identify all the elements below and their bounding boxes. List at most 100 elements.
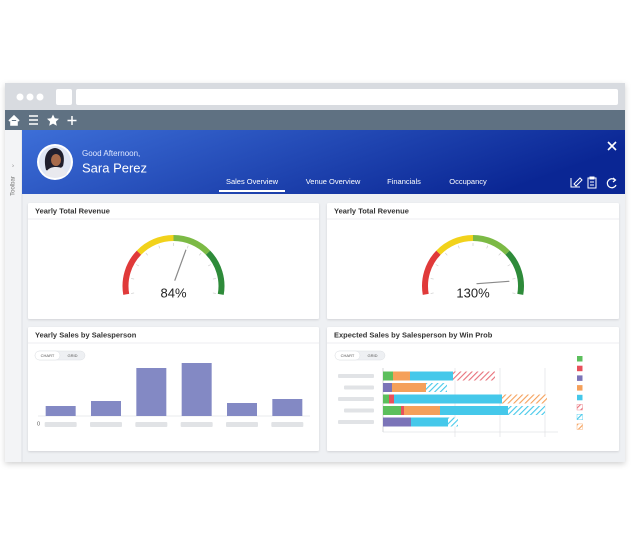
gauge-tick [435,264,439,267]
label-placeholder [338,374,374,378]
gauge-tick [198,252,202,256]
bar [272,399,303,416]
label-placeholder [344,385,374,390]
gauge-tick [512,278,516,280]
legend-swatch[interactable] [577,356,583,362]
bar [181,363,212,416]
gauge-tick [486,245,488,249]
avatar-face [51,154,61,166]
user-name: Sara Perez [82,160,147,175]
nav-tab[interactable]: Venue Overview [306,177,361,186]
app-toolbar [5,110,625,130]
nav-tab[interactable]: Financials [387,177,421,186]
gauge-arc [122,250,142,295]
gauge-value: 130% [456,285,490,300]
window-dot [36,93,44,101]
gauge-arc [205,250,225,295]
bar-segment [502,394,547,404]
menu-icon[interactable] [29,115,38,125]
bar-segment [448,417,458,427]
gauge-tick [430,278,434,280]
gauge-arc [136,235,174,255]
gauge-arc [422,250,441,295]
bar [136,368,167,416]
legend-swatch[interactable] [577,365,583,372]
legend-swatch[interactable] [577,394,583,401]
avatar-body [45,167,67,178]
gauge-tick [512,292,516,294]
bar-segment [394,394,502,404]
bar [91,401,121,416]
bar-segment [383,383,392,392]
tab-button[interactable] [56,89,72,105]
bar-segment [411,417,448,427]
label-placeholder [180,422,213,427]
bar-segment [453,371,495,381]
label-placeholder [226,422,258,427]
gauge-tick [507,264,511,267]
bar-segment [383,394,389,404]
bar-segment [393,371,410,381]
gauge-needle [476,280,510,285]
nav-tab[interactable]: Occupancy [449,177,487,186]
close-icon[interactable] [607,141,617,151]
gauge-arc [505,250,524,295]
gauge-tick [212,278,216,280]
bar-segment [383,406,401,415]
bar-segment [389,394,394,404]
toggle-option[interactable]: GRID [68,353,78,358]
edit-icon[interactable] [570,177,583,188]
active-tab-underline [219,190,285,192]
card [327,203,619,319]
star-icon[interactable] [47,114,59,126]
bar-segment [392,383,426,392]
y-tick-label: 0 [37,421,40,427]
label-placeholder [344,408,374,413]
sidebar-label[interactable]: Toolbar [11,176,17,196]
add-icon[interactable] [67,116,77,125]
sidebar [5,130,22,462]
gauge-needle [174,249,187,281]
toggle-option[interactable]: CHART [341,353,355,358]
label-placeholder [90,422,122,427]
bar-segment [508,406,545,415]
header [22,130,625,194]
bar [227,403,257,416]
toggle-active [334,350,361,361]
clipboard-icon[interactable] [587,176,597,189]
gauge-tick [186,245,189,249]
home-icon[interactable] [8,114,20,126]
toggle-option[interactable]: GRID [368,353,378,358]
gauge-arc [436,235,474,255]
window-dot [26,93,34,101]
bar [45,406,76,416]
card [28,327,319,451]
label-placeholder [44,422,77,427]
gauge-tick [498,252,501,256]
legend-swatch[interactable] [577,385,583,391]
bar-segment [440,406,508,415]
gauge-arc [173,235,211,255]
gauge-value: 84% [160,285,186,300]
legend-swatch[interactable] [576,414,583,420]
bar-segment [401,406,404,415]
greeting: Good Afternoon, [82,149,140,158]
legend-swatch[interactable] [576,404,583,411]
gauge-tick [136,264,140,267]
refresh-icon[interactable] [606,177,617,189]
card-title: Yearly Total Revenue [334,206,409,215]
gauge-tick [458,245,460,249]
gauge-tick [212,292,216,294]
gauge-tick [430,292,434,294]
card [28,203,319,319]
bar-segment [426,383,447,392]
nav-tab[interactable]: Sales Overview [226,177,279,186]
toggle-option[interactable]: CHART [41,353,55,358]
gauge-tick [207,264,211,267]
gauge-tick [158,245,161,249]
legend-swatch[interactable] [577,375,583,381]
legend-swatch[interactable] [576,423,583,430]
gauge-arc [472,235,510,255]
address-bar[interactable] [76,89,618,105]
bar-segment [383,417,411,427]
